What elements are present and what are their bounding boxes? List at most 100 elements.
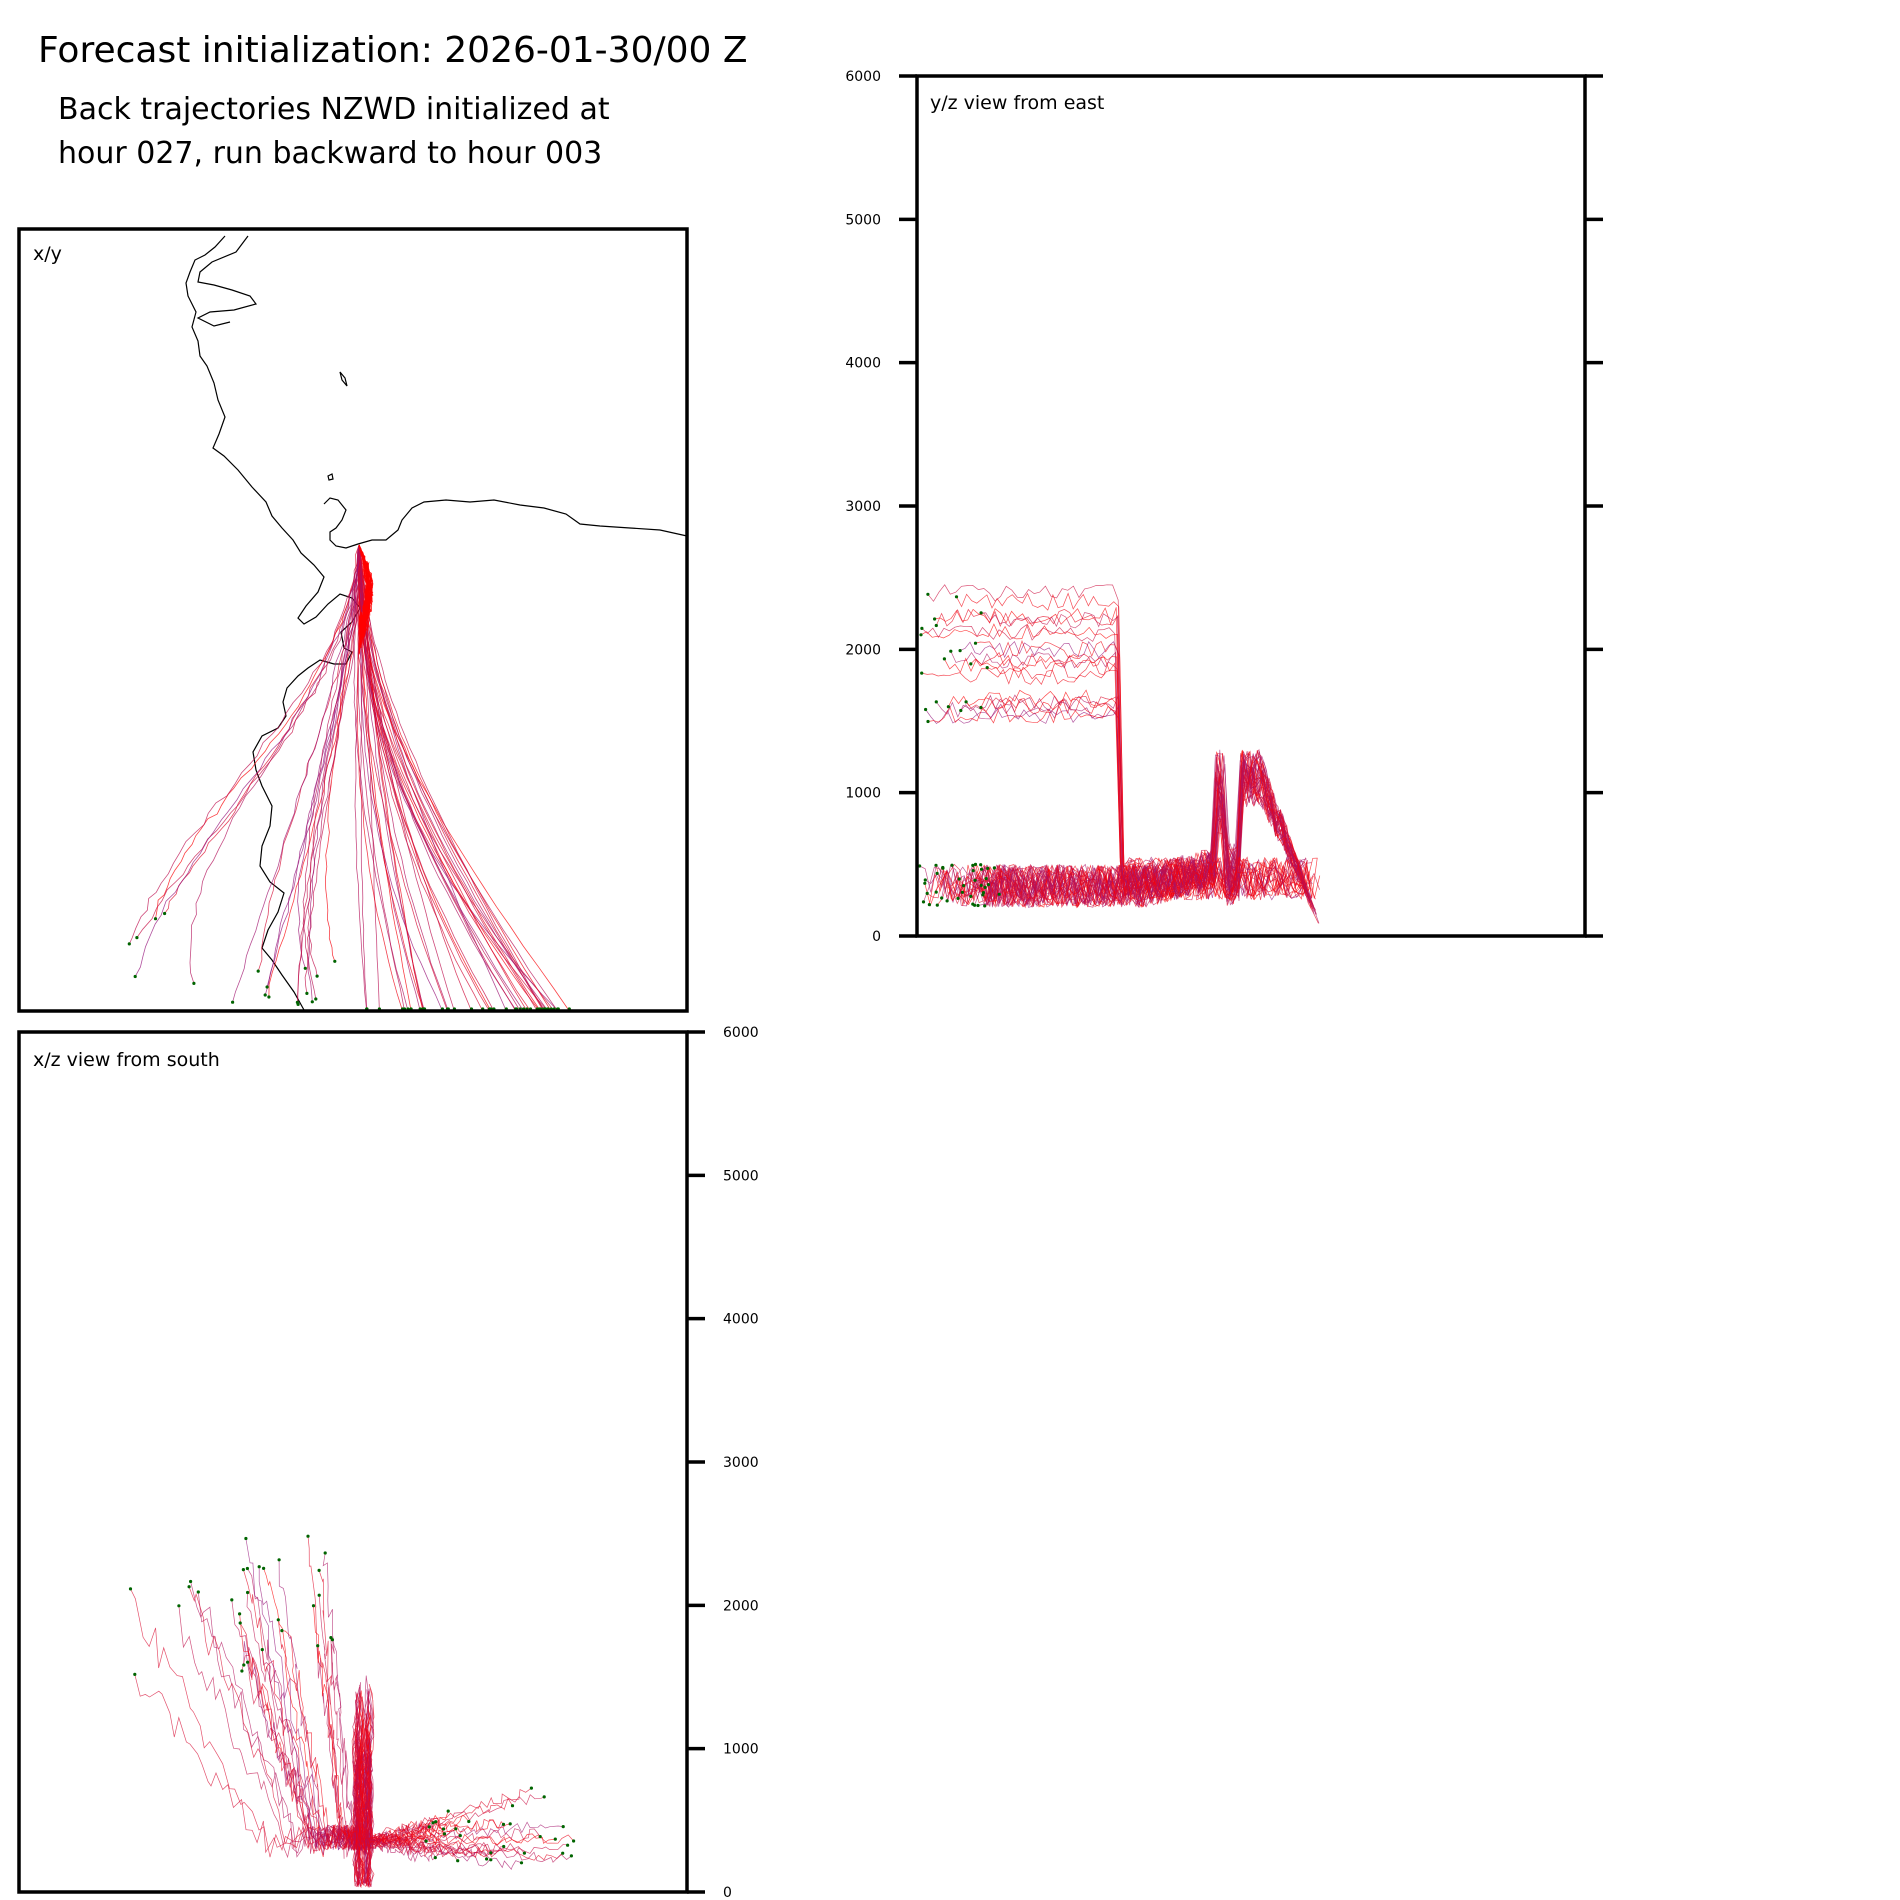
trajectory-endpoint	[187, 1585, 191, 1589]
xy-trajectories	[128, 544, 570, 1012]
trajectory-line	[921, 624, 1308, 901]
xy-panel: x/y	[17, 227, 689, 1013]
trajectory-line	[358, 544, 559, 1012]
trajectory-endpoint	[177, 1604, 181, 1608]
trajectory-endpoint	[489, 1858, 493, 1862]
trajectory-endpoint	[454, 1827, 458, 1831]
trajectory-endpoint	[971, 869, 975, 873]
trajectory-endpoint	[956, 896, 960, 901]
trajectory-endpoint	[934, 623, 938, 628]
trajectory-line	[266, 544, 360, 988]
trajectory-endpoint	[485, 1857, 489, 1861]
xz-tick-label: 0	[723, 1885, 732, 1900]
trajectory-endpoint	[979, 611, 983, 615]
trajectory-endpoint	[245, 1566, 249, 1571]
trajectory-line	[307, 544, 361, 1002]
trajectory-endpoint	[303, 966, 307, 970]
trajectory-line	[942, 756, 1306, 907]
coastline-east	[323, 497, 688, 549]
trajectory-endpoint	[456, 1859, 460, 1863]
trajectory-line	[366, 1698, 541, 1888]
trajectory-endpoint	[979, 867, 984, 871]
trajectory-endpoint	[920, 671, 924, 675]
trajectory-line	[134, 544, 360, 977]
trajectory-line	[368, 1712, 487, 1887]
trajectory-endpoint	[954, 595, 959, 599]
trajectory-endpoint	[979, 863, 983, 867]
xy-panel-label: x/y	[33, 243, 62, 265]
trajectory-line	[358, 544, 517, 1012]
xz-axis: 0 1000 2000 3000 4000 5000 6000	[687, 1025, 759, 1900]
trajectory-line	[358, 544, 540, 1012]
xz-tick-label: 2000	[723, 1598, 759, 1614]
xz-tick-label: 6000	[723, 1025, 759, 1041]
trajectory-line	[313, 1605, 366, 1885]
trajectory-line	[128, 544, 360, 945]
trajectory-endpoint	[973, 903, 977, 907]
trajectory-endpoint	[277, 1558, 281, 1562]
trajectory-endpoint	[317, 1593, 321, 1597]
trajectory-endpoint	[311, 1604, 316, 1608]
trajectory-line	[919, 754, 1311, 906]
trajectory-endpoint	[973, 641, 978, 645]
trajectory-endpoint	[983, 904, 987, 908]
trajectory-endpoint	[926, 592, 930, 596]
yz-tick-label: 0	[872, 929, 881, 945]
trajectory-endpoint	[262, 1566, 266, 1570]
trajectory-endpoint	[522, 1851, 527, 1855]
trajectory-line	[970, 651, 1301, 901]
trajectory-endpoint	[919, 633, 923, 637]
coastline	[185, 235, 688, 1011]
yz-frame	[915, 74, 1587, 938]
trajectory-line	[364, 1706, 556, 1888]
trajectory-endpoint	[280, 1629, 284, 1633]
trajectory-line	[358, 544, 558, 1012]
trajectory-endpoint	[241, 1568, 245, 1572]
trajectory-line	[356, 1741, 574, 1882]
trajectory-line	[366, 1729, 470, 1886]
trajectory-endpoint	[962, 884, 966, 888]
trajectory-endpoint	[979, 883, 983, 888]
trajectory-endpoint	[263, 993, 267, 997]
trajectory-line	[358, 544, 490, 1012]
trajectory-endpoint	[133, 1672, 137, 1676]
trajectory-endpoint	[935, 871, 939, 876]
xz-tick-label: 1000	[723, 1742, 759, 1758]
trajectory-endpoint	[231, 1000, 235, 1004]
trajectory-endpoint	[958, 649, 962, 653]
trajectory-endpoint	[984, 877, 988, 881]
trajectory-endpoint	[442, 1832, 447, 1836]
trajectory-endpoint	[501, 1822, 506, 1826]
trajectory-endpoint	[969, 894, 973, 899]
trajectory-line	[245, 1538, 369, 1884]
trajectory-endpoint	[196, 1590, 200, 1594]
trajectory-endpoint	[924, 707, 928, 712]
yz-panel: 0 1000 2000 3000 4000 5000 6000 y/z view from …	[845, 69, 1603, 945]
trajectory-endpoint	[969, 662, 973, 666]
coastline-bay	[196, 235, 258, 327]
trajectory-core-line	[358, 544, 373, 638]
yz-tick-label: 3000	[845, 499, 881, 515]
trajectory-endpoint	[256, 969, 260, 973]
trajectory-line	[189, 544, 360, 984]
trajectory-endpoint	[489, 1851, 493, 1855]
yz-tick-label: 2000	[845, 642, 881, 658]
xy-endpoints	[127, 911, 571, 1011]
trajectory-line	[355, 1682, 492, 1886]
xz-tick-label: 4000	[723, 1312, 759, 1328]
trajectory-endpoint	[923, 881, 927, 885]
trajectory-line	[358, 544, 544, 1012]
trajectory-line	[358, 544, 545, 1012]
trajectory-endpoint	[441, 1827, 446, 1831]
trajectory-endpoint	[433, 1856, 437, 1860]
trajectory-endpoint	[973, 862, 978, 867]
yz-trajectories	[919, 584, 1321, 924]
trajectory-endpoint	[323, 1551, 327, 1555]
trajectory-endpoint	[986, 883, 991, 887]
trajectory-endpoint	[561, 1851, 565, 1855]
trajectory-endpoint	[992, 866, 997, 870]
trajectory-endpoint	[246, 1660, 250, 1664]
trajectory-line	[927, 704, 1311, 900]
yz-tick-label: 5000	[845, 212, 881, 228]
